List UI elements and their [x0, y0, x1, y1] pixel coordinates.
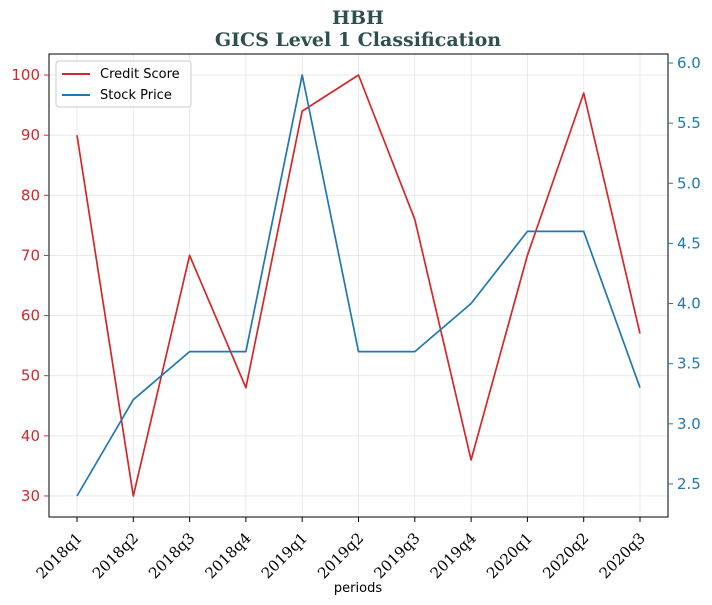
- legend: Credit Score Stock Price: [55, 60, 192, 108]
- y-axis-left: 30 40 50 60 70 80 90 100: [11, 66, 49, 505]
- y-right-tick-label: 2.5: [677, 475, 701, 493]
- chart-title: HBH: [332, 7, 384, 29]
- y-right-tick-label: 6.0: [677, 54, 701, 72]
- y-left-tick-label: 30: [21, 487, 40, 505]
- x-tick-label: 2019q1: [258, 529, 311, 582]
- legend-label-stock-price: Stock Price: [100, 88, 172, 103]
- x-axis: 2018q1 2018q2 2018q3 2018q4 2019q1 2019q2 2019…: [33, 517, 649, 582]
- x-tick-label: 2018q2: [89, 529, 142, 582]
- x-tick-label: 2020q2: [539, 529, 592, 582]
- series-lines: [76, 74, 641, 497]
- x-tick-label: 2020q3: [596, 529, 649, 582]
- y-right-tick-label: 4.5: [677, 234, 701, 252]
- y-axis-right: 2.5 3.0 3.5 4.0 4.5 5.0 5.5 6.0: [668, 54, 701, 493]
- y-right-tick-label: 5.5: [677, 114, 701, 132]
- y-left-tick-label: 100: [11, 66, 40, 84]
- y-left-tick-label: 60: [21, 307, 40, 325]
- y-right-tick-label: 4.0: [677, 295, 701, 313]
- y-right-tick-label: 5.0: [677, 174, 701, 192]
- chart-subtitle: GICS Level 1 Classification: [215, 29, 501, 51]
- grid: [49, 54, 668, 517]
- x-axis-label: periods: [334, 581, 382, 596]
- y-left-tick-label: 40: [21, 427, 40, 445]
- series-line-stock-price: [76, 74, 641, 497]
- x-tick-label: 2019q3: [370, 529, 423, 582]
- x-tick-label: 2020q1: [483, 529, 536, 582]
- x-tick-label: 2019q4: [427, 529, 480, 582]
- series-line-credit-score: [76, 74, 641, 497]
- y-right-tick-label: 3.5: [677, 355, 701, 373]
- y-left-tick-label: 70: [21, 246, 40, 264]
- x-tick-label: 2018q4: [201, 529, 254, 582]
- x-tick-label: 2018q3: [145, 529, 198, 582]
- y-left-tick-label: 80: [21, 186, 40, 204]
- x-tick-label: 2018q1: [33, 529, 86, 582]
- y-left-tick-label: 50: [21, 367, 40, 385]
- y-left-tick-label: 90: [21, 126, 40, 144]
- y-right-tick-label: 3.0: [677, 415, 701, 433]
- legend-label-credit-score: Credit Score: [100, 67, 180, 82]
- x-tick-label: 2019q2: [314, 529, 367, 582]
